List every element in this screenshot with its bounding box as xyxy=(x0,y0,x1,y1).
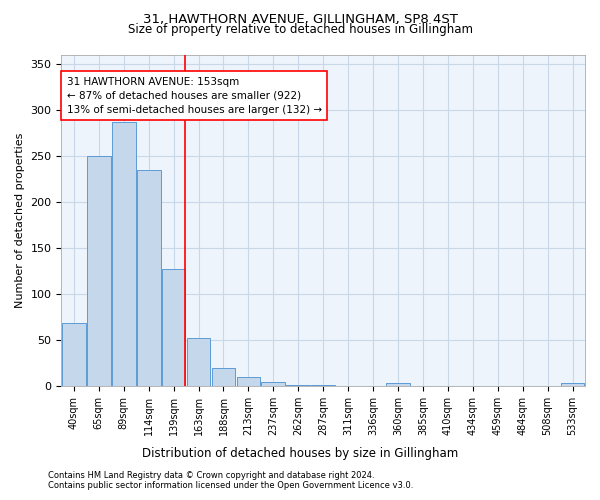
Bar xyxy=(137,170,161,386)
Bar xyxy=(162,269,185,386)
Text: Distribution of detached houses by size in Gillingham: Distribution of detached houses by size … xyxy=(142,448,458,460)
Text: Contains HM Land Registry data © Crown copyright and database right 2024.: Contains HM Land Registry data © Crown c… xyxy=(48,471,374,480)
Bar xyxy=(286,385,310,386)
Bar xyxy=(311,385,335,386)
Text: 31, HAWTHORN AVENUE, GILLINGHAM, SP8 4ST: 31, HAWTHORN AVENUE, GILLINGHAM, SP8 4ST xyxy=(143,12,457,26)
Text: 31 HAWTHORN AVENUE: 153sqm
← 87% of detached houses are smaller (922)
13% of sem: 31 HAWTHORN AVENUE: 153sqm ← 87% of deta… xyxy=(67,76,322,114)
Bar xyxy=(236,376,260,386)
Bar xyxy=(187,338,211,386)
Text: Size of property relative to detached houses in Gillingham: Size of property relative to detached ho… xyxy=(128,22,473,36)
Bar xyxy=(386,383,410,386)
Y-axis label: Number of detached properties: Number of detached properties xyxy=(15,133,25,308)
Bar xyxy=(87,156,110,386)
Text: Contains public sector information licensed under the Open Government Licence v3: Contains public sector information licen… xyxy=(48,481,413,490)
Bar xyxy=(62,324,86,386)
Bar xyxy=(212,368,235,386)
Bar xyxy=(560,383,584,386)
Bar xyxy=(262,382,285,386)
Bar xyxy=(112,122,136,386)
